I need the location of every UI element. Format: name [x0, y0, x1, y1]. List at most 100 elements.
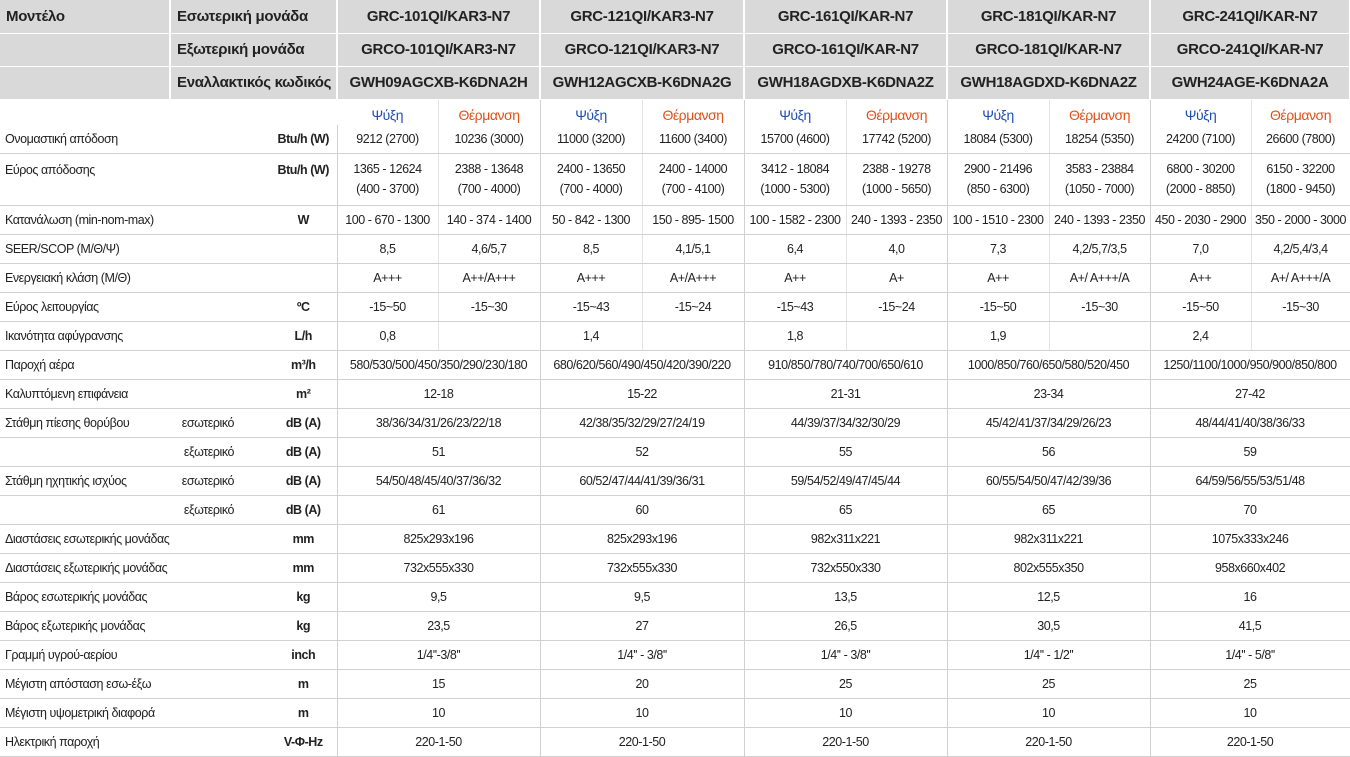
value-cell: -15~43 — [540, 292, 643, 322]
row-label: Βάρος εσωτερικής μονάδας — [0, 582, 270, 612]
header-label — [0, 66, 171, 100]
value-cell: 732x555x330 — [540, 553, 745, 583]
row-label: Μέγιστη απόσταση εσω-έξω — [0, 669, 270, 699]
value-cell: 220-1-50 — [947, 727, 1151, 757]
value-cell: 6,4 — [744, 234, 847, 264]
value-cell: 51 — [337, 437, 541, 467]
table-row: Διαστάσεις εξωτερικής μονάδας mm 732x555x3… — [0, 553, 1350, 583]
row-label: Διαστάσεις εξωτερικής μονάδας — [0, 553, 270, 583]
model-code: GRCO-161QI/KAR-N7 — [744, 33, 949, 67]
value-cell: A+/ A+++/A — [1251, 263, 1350, 293]
value-cell: 4,0 — [846, 234, 948, 264]
row-unit: V-Φ-Hz — [270, 727, 338, 757]
table-row: Καλυπτόμενη επιφάνεια m² 12-18 15-22 21-31 23… — [0, 379, 1350, 409]
row-unit: dB (A) — [270, 437, 338, 467]
value-cell: 220-1-50 — [1150, 727, 1350, 757]
model-code: GWH18AGDXD-K6DNA2Z — [947, 66, 1152, 100]
table-row: Εύρος λειτουργίας ºC -15~50 -15~30 -15~43 -15… — [0, 292, 1350, 322]
value-cell: 26600 (7800) — [1251, 125, 1350, 154]
model-code: GRCO-101QI/KAR3-N7 — [337, 33, 541, 67]
value-cell: 44/39/37/34/32/30/29 — [744, 408, 948, 438]
value-cell: 732x550x330 — [744, 553, 948, 583]
value-cell: 27-42 — [1150, 379, 1350, 409]
value-cell: 20 — [540, 669, 745, 699]
value-cell: 18084 (5300) — [947, 125, 1050, 154]
row-unit: L/h — [270, 321, 338, 351]
blank-cell — [438, 321, 541, 351]
value-line: (1000 - 5650) — [861, 182, 932, 196]
value-cell: 25 — [947, 669, 1151, 699]
value-line: (850 - 6300) — [966, 182, 1030, 196]
row-unit: dB (A) — [270, 466, 338, 496]
table-row: Παροχή αέρα m³/h 580/530/500/450/350/290/2… — [0, 350, 1350, 380]
value-cell: 1/4'' - 5/8'' — [1150, 640, 1350, 670]
blank-cell — [0, 99, 337, 125]
row-unit — [270, 234, 338, 264]
value-cell: 12-18 — [337, 379, 541, 409]
row-label: Εύρος απόδοσης — [0, 153, 270, 206]
model-code: GRC-181QI/KAR-N7 — [947, 0, 1152, 34]
row-label: Εύρος λειτουργίας — [0, 292, 270, 322]
value-cell: 1/4'' - 3/8'' — [744, 640, 948, 670]
value-cell: 2,4 — [1150, 321, 1252, 351]
row-label: Κατανάλωση (min-nom-max) — [0, 205, 270, 235]
value-cell: 825x293x196 — [540, 524, 745, 554]
value-line: (400 - 3700) — [356, 182, 419, 196]
value-cell: 9212 (2700) — [337, 125, 439, 154]
row-label: Ηλεκτρική παροχή — [0, 727, 270, 757]
table-row: Ικανότητα αφύγρανσης L/h 0,8 1,4 1,8 1,9 2,4 — [0, 321, 1350, 351]
value-cell: 825x293x196 — [337, 524, 541, 554]
value-cell: 1365 - 12624 (400 - 3700) — [337, 153, 439, 206]
value-cell: 9,5 — [337, 582, 541, 612]
row-unit: inch — [270, 640, 338, 670]
value-cell: 52 — [540, 437, 745, 467]
value-cell: 982x311x221 — [947, 524, 1151, 554]
value-cell: 60 — [540, 495, 745, 525]
model-code: GRC-121QI/KAR3-N7 — [540, 0, 745, 34]
model-code: GRCO-121QI/KAR3-N7 — [540, 33, 745, 67]
value-cell: 15700 (4600) — [744, 125, 847, 154]
value-cell: -15~50 — [1150, 292, 1252, 322]
value-line: (700 - 4000) — [457, 182, 521, 196]
value-cell: 220-1-50 — [337, 727, 541, 757]
value-cell: 4,1/5,1 — [642, 234, 745, 264]
value-line: 3583 - 23884 — [1065, 162, 1134, 176]
value-cell: 450 - 2030 - 2900 — [1150, 205, 1252, 235]
value-cell: 42/38/35/32/29/27/24/19 — [540, 408, 745, 438]
header-label: Εσωτερική μονάδα — [170, 0, 338, 34]
value-cell: 17742 (5200) — [846, 125, 948, 154]
value-cell: 4,2/5,7/3,5 — [1049, 234, 1151, 264]
value-line: 2900 - 21496 — [963, 162, 1033, 176]
value-cell: 8,5 — [540, 234, 643, 264]
row-unit: m — [270, 669, 338, 699]
value-cell: 2900 - 21496 (850 - 6300) — [947, 153, 1050, 206]
row-label: Ικανότητα αφύγρανσης — [0, 321, 270, 351]
row-label: Στάθμη ηχητικής ισχύος — [0, 466, 170, 496]
value-cell: A++ — [744, 263, 847, 293]
row-sublabel: εξωτερικό — [170, 495, 270, 525]
value-cell: 1,8 — [744, 321, 847, 351]
table-row: Μοντέλο Εσωτερική μονάδα GRC-101QI/KAR3-N7… — [0, 0, 1350, 34]
value-line: 2388 - 13648 — [454, 162, 524, 176]
table-row: Βάρος εσωτερικής μονάδας kg 9,5 9,5 13,5 12,5… — [0, 582, 1350, 612]
value-cell: 4,6/5,7 — [438, 234, 541, 264]
row-unit: W — [270, 205, 338, 235]
value-cell: 4,2/5,4/3,4 — [1251, 234, 1350, 264]
value-cell: -15~43 — [744, 292, 847, 322]
value-cell: 2400 - 13650 (700 - 4000) — [540, 153, 643, 206]
value-cell: 10 — [744, 698, 948, 728]
mode-heating: Θέρμανση — [846, 99, 948, 125]
value-cell: 60/55/54/50/47/42/39/36 — [947, 466, 1151, 496]
row-unit: mm — [270, 524, 338, 554]
table-row: Ηλεκτρική παροχή V-Φ-Hz 220-1-50 220-1-50 22… — [0, 727, 1350, 757]
model-code: GWH09AGCXB-K6DNA2H — [337, 66, 541, 100]
model-code: GWH24AGE-K6DNA2A — [1150, 66, 1350, 100]
row-unit: m² — [270, 379, 338, 409]
value-cell: 12,5 — [947, 582, 1151, 612]
row-sublabel: εξωτερικό — [170, 437, 270, 467]
value-cell: 25 — [1150, 669, 1350, 699]
table-row: Εξωτερική μονάδα GRCO-101QI/KAR3-N7 GRCO-1… — [0, 33, 1350, 67]
value-cell: -15~50 — [947, 292, 1050, 322]
value-cell: 1/4'' - 1/2'' — [947, 640, 1151, 670]
